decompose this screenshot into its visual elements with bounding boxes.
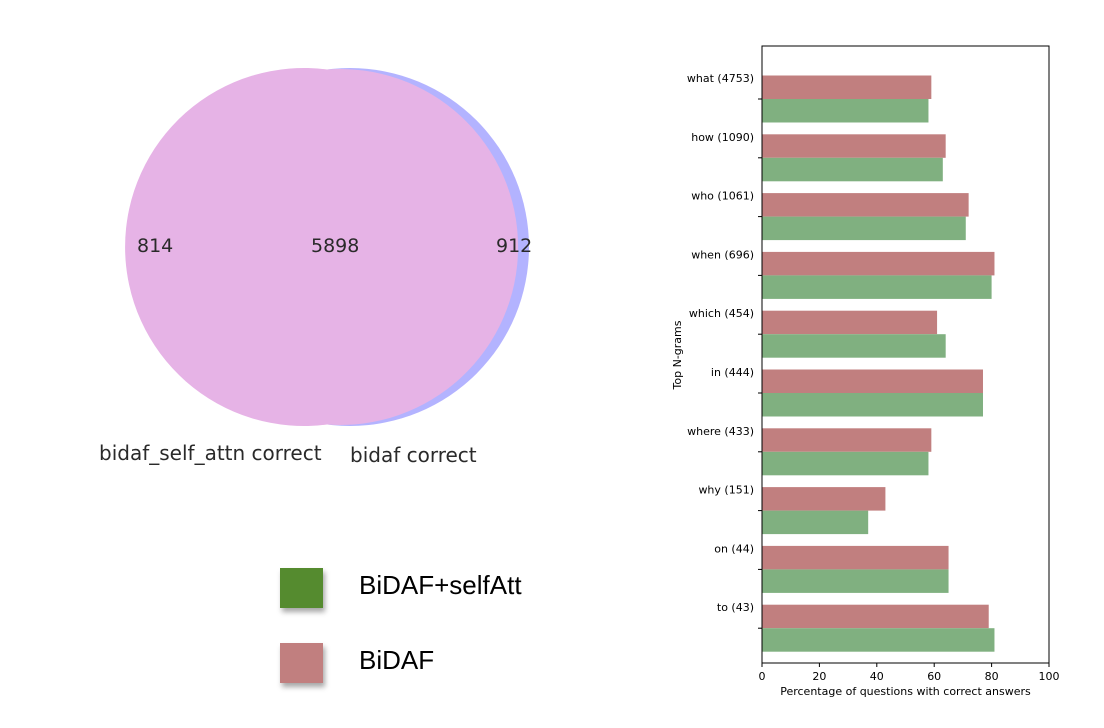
bar-bidaf-6 — [762, 428, 932, 452]
x-axis-label: Percentage of questions with correct ans… — [780, 685, 1031, 698]
legend-label-bidaf: BiDAF — [359, 645, 435, 675]
y-tick-label: when (696) — [691, 248, 754, 261]
bar-bidaf-9 — [762, 604, 989, 629]
x-tick-label: 100 — [1039, 670, 1060, 683]
legend-label-bidaf-selfatt: BiDAF+selfAtt — [359, 570, 522, 600]
x-tick-label: 20 — [812, 670, 826, 683]
bar-bidaf-selfatt-8 — [762, 569, 949, 593]
bar-bidaf-selfatt-2 — [762, 216, 966, 241]
bar-bidaf-2 — [762, 193, 969, 217]
bar-bidaf-8 — [762, 545, 949, 570]
y-tick-label: to (43) — [717, 601, 754, 614]
venn-set-label-right: bidaf correct — [350, 443, 477, 467]
bar-bidaf-selfatt-9 — [762, 628, 995, 652]
legend-swatch-bidaf — [280, 643, 323, 683]
bar-bidaf-selfatt-3 — [762, 275, 992, 299]
bar-bidaf-selfatt-4 — [762, 334, 946, 358]
venn-count-left: 814 — [137, 235, 174, 257]
y-tick-label: in (444) — [711, 366, 754, 379]
y-tick-label: why (151) — [698, 484, 754, 497]
bar-bidaf-4 — [762, 310, 938, 335]
bar-bidaf-selfatt-7 — [762, 510, 869, 535]
venn-count-both: 5898 — [311, 235, 360, 257]
plot-frame — [761, 45, 1050, 664]
bar-bidaf-selfatt-5 — [762, 393, 983, 417]
x-tick-label: 60 — [927, 670, 941, 683]
y-tick-label: what (4753) — [687, 72, 754, 85]
bar-bidaf-selfatt-1 — [762, 157, 943, 182]
y-axis-label: Top N-grams — [671, 320, 684, 390]
y-tick-label: who (1061) — [691, 190, 754, 203]
bar-bidaf-selfatt-0 — [762, 99, 929, 123]
y-tick-label: on (44) — [714, 542, 754, 555]
venn-diagram — [125, 67, 529, 427]
x-tick-label: 80 — [985, 670, 999, 683]
venn-set-label-left: bidaf_self_attn correct — [99, 441, 322, 465]
venn-overlap — [125, 67, 519, 427]
y-tick-label: how (1090) — [691, 131, 754, 144]
venn-count-right: 912 — [496, 235, 533, 257]
y-tick-label: where (433) — [687, 425, 754, 438]
bar-bidaf-3 — [762, 251, 995, 276]
y-tick-label: which (454) — [689, 307, 754, 320]
bar-bidaf-1 — [762, 134, 946, 158]
bar-bidaf-5 — [762, 369, 983, 393]
legend-swatch-bidaf-selfatt — [280, 568, 323, 608]
bar-bidaf-7 — [762, 487, 886, 511]
x-tick-label: 40 — [870, 670, 884, 683]
x-tick-label: 0 — [759, 670, 766, 683]
bar-bidaf-0 — [762, 75, 932, 99]
bar-bidaf-selfatt-6 — [762, 451, 929, 476]
